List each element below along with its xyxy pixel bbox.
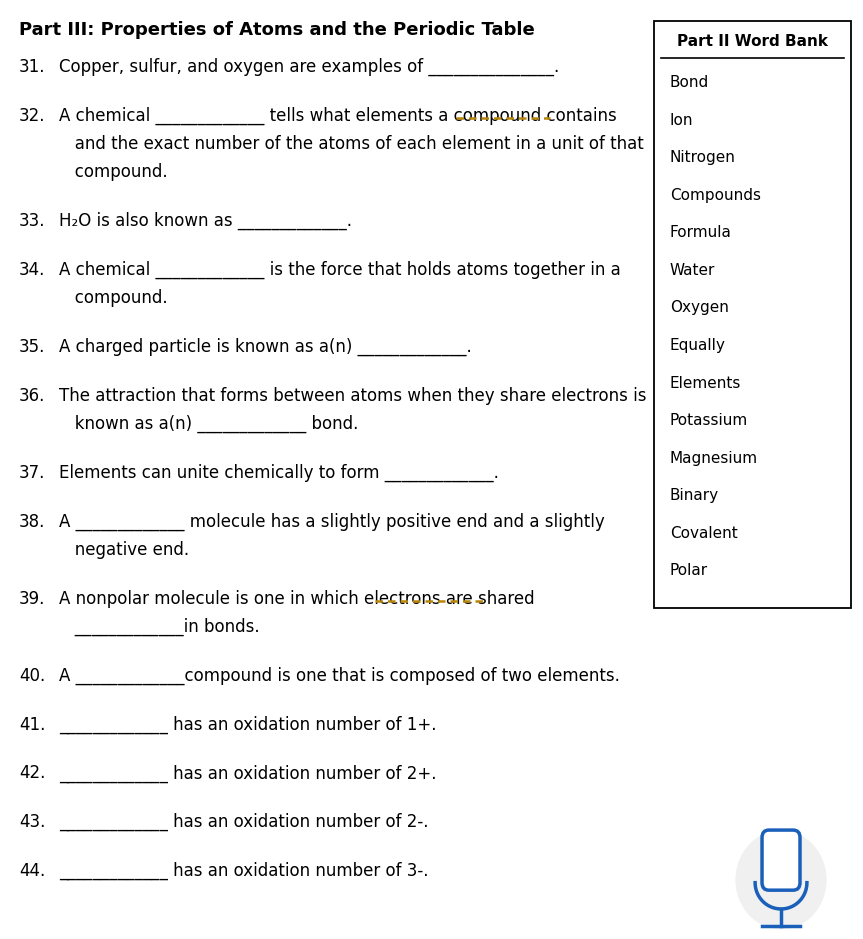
- Circle shape: [736, 831, 826, 929]
- Text: Part III: Properties of Atoms and the Periodic Table: Part III: Properties of Atoms and the Pe…: [19, 21, 535, 38]
- Text: 35.: 35.: [19, 338, 46, 356]
- Text: _____________ has an oxidation number of 2-.: _____________ has an oxidation number of…: [59, 813, 428, 831]
- Text: A chemical _____________ is the force that holds atoms together in a: A chemical _____________ is the force th…: [59, 261, 620, 279]
- Text: Formula: Formula: [670, 225, 732, 240]
- Text: _____________ has an oxidation number of 2+.: _____________ has an oxidation number of…: [59, 764, 436, 782]
- Text: Binary: Binary: [670, 488, 719, 503]
- Text: Copper, sulfur, and oxygen are examples of _______________.: Copper, sulfur, and oxygen are examples …: [59, 58, 559, 76]
- Text: known as a(n) _____________ bond.: known as a(n) _____________ bond.: [59, 415, 358, 433]
- Text: Bond: Bond: [670, 75, 709, 90]
- Text: 36.: 36.: [19, 387, 46, 405]
- Text: compound.: compound.: [59, 289, 167, 307]
- Text: H₂O is also known as _____________.: H₂O is also known as _____________.: [59, 212, 352, 230]
- Text: Ion: Ion: [670, 113, 693, 128]
- Text: _____________ has an oxidation number of 3-.: _____________ has an oxidation number of…: [59, 862, 428, 880]
- Text: Covalent: Covalent: [670, 526, 738, 541]
- Text: Elements can unite chemically to form _____________.: Elements can unite chemically to form __…: [59, 464, 499, 482]
- Text: A charged particle is known as a(n) _____________.: A charged particle is known as a(n) ____…: [59, 338, 471, 356]
- Text: The attraction that forms between atoms when they share electrons is: The attraction that forms between atoms …: [59, 387, 646, 405]
- Text: 41.: 41.: [19, 716, 46, 733]
- Text: 33.: 33.: [19, 212, 46, 230]
- Text: A chemical _____________ tells what elements a compound contains: A chemical _____________ tells what elem…: [59, 107, 616, 125]
- Text: A _____________compound is one that is composed of two elements.: A _____________compound is one that is c…: [59, 667, 620, 685]
- Text: 42.: 42.: [19, 764, 46, 782]
- FancyBboxPatch shape: [654, 21, 851, 608]
- Text: 39.: 39.: [19, 590, 46, 608]
- Text: Polar: Polar: [670, 563, 708, 578]
- Text: Elements: Elements: [670, 376, 741, 391]
- Text: Magnesium: Magnesium: [670, 451, 758, 466]
- Text: 31.: 31.: [19, 58, 46, 76]
- Text: 34.: 34.: [19, 261, 46, 279]
- Text: negative end.: negative end.: [59, 541, 189, 559]
- Text: _____________in bonds.: _____________in bonds.: [59, 618, 259, 636]
- Text: 38.: 38.: [19, 513, 46, 531]
- Text: compound.: compound.: [59, 163, 167, 181]
- FancyBboxPatch shape: [762, 830, 800, 890]
- Text: A nonpolar molecule is one in which electrons are shared: A nonpolar molecule is one in which elec…: [59, 590, 534, 608]
- Text: 44.: 44.: [19, 862, 45, 880]
- Text: Potassium: Potassium: [670, 413, 748, 428]
- Text: A _____________ molecule has a slightly positive end and a slightly: A _____________ molecule has a slightly …: [59, 513, 604, 531]
- Text: and the exact number of the atoms of each element in a unit of that: and the exact number of the atoms of eac…: [59, 135, 644, 153]
- Text: 40.: 40.: [19, 667, 45, 685]
- Text: Water: Water: [670, 263, 715, 278]
- Text: 32.: 32.: [19, 107, 46, 125]
- Text: Oxygen: Oxygen: [670, 300, 728, 316]
- Text: Equally: Equally: [670, 338, 726, 353]
- Text: 37.: 37.: [19, 464, 46, 482]
- Text: Compounds: Compounds: [670, 188, 760, 203]
- Text: Part II Word Bank: Part II Word Bank: [677, 34, 828, 49]
- Text: _____________ has an oxidation number of 1+.: _____________ has an oxidation number of…: [59, 716, 436, 733]
- Text: 43.: 43.: [19, 813, 46, 831]
- Text: Nitrogen: Nitrogen: [670, 150, 735, 165]
